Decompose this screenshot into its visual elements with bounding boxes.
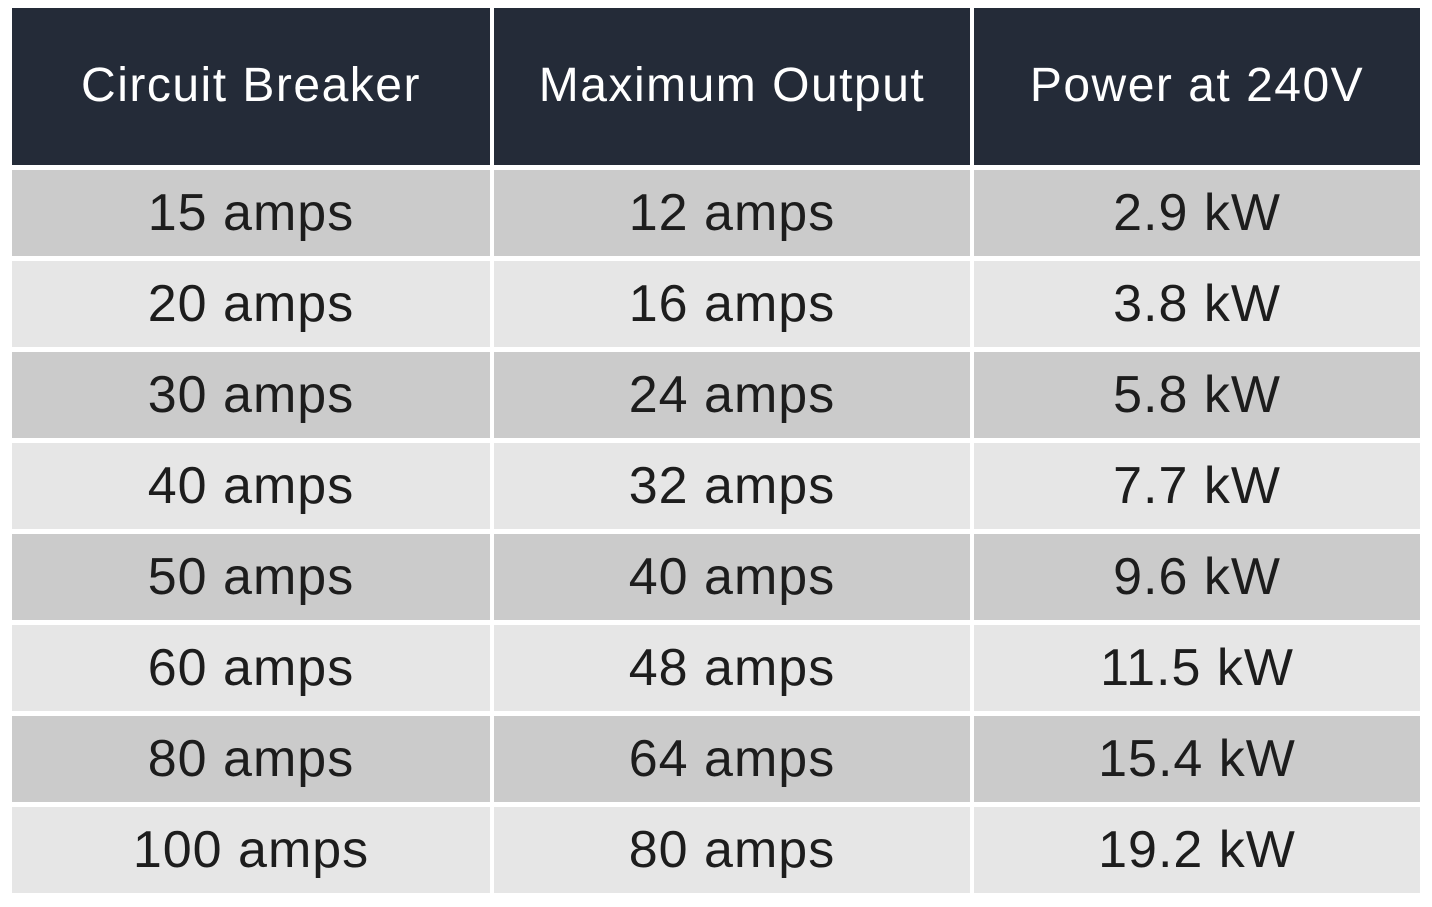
header-circuit-breaker: Circuit Breaker	[12, 8, 490, 165]
table-cell: 3.8 kW	[974, 261, 1420, 347]
table-cell: 9.6 kW	[974, 534, 1420, 620]
table-cell: 32 amps	[494, 443, 970, 529]
table-cell: 60 amps	[12, 625, 490, 711]
table-cell: 20 amps	[12, 261, 490, 347]
table-cell: 40 amps	[494, 534, 970, 620]
header-maximum-output: Maximum Output	[494, 8, 970, 165]
table-cell: 24 amps	[494, 352, 970, 438]
table-cell: 16 amps	[494, 261, 970, 347]
table-cell: 48 amps	[494, 625, 970, 711]
table-cell: 7.7 kW	[974, 443, 1420, 529]
table-cell: 50 amps	[12, 534, 490, 620]
table-cell: 80 amps	[12, 716, 490, 802]
table-cell: 11.5 kW	[974, 625, 1420, 711]
table-cell: 5.8 kW	[974, 352, 1420, 438]
table-cell: 100 amps	[12, 807, 490, 893]
table-cell: 15.4 kW	[974, 716, 1420, 802]
table-cell: 64 amps	[494, 716, 970, 802]
table-cell: 80 amps	[494, 807, 970, 893]
circuit-breaker-table: Circuit Breaker Maximum Output Power at …	[12, 8, 1420, 893]
table-cell: 15 amps	[12, 170, 490, 256]
table-cell: 40 amps	[12, 443, 490, 529]
table-cell: 12 amps	[494, 170, 970, 256]
header-power-at-240v: Power at 240V	[974, 8, 1420, 165]
table-cell: 19.2 kW	[974, 807, 1420, 893]
table-cell: 30 amps	[12, 352, 490, 438]
table-cell: 2.9 kW	[974, 170, 1420, 256]
